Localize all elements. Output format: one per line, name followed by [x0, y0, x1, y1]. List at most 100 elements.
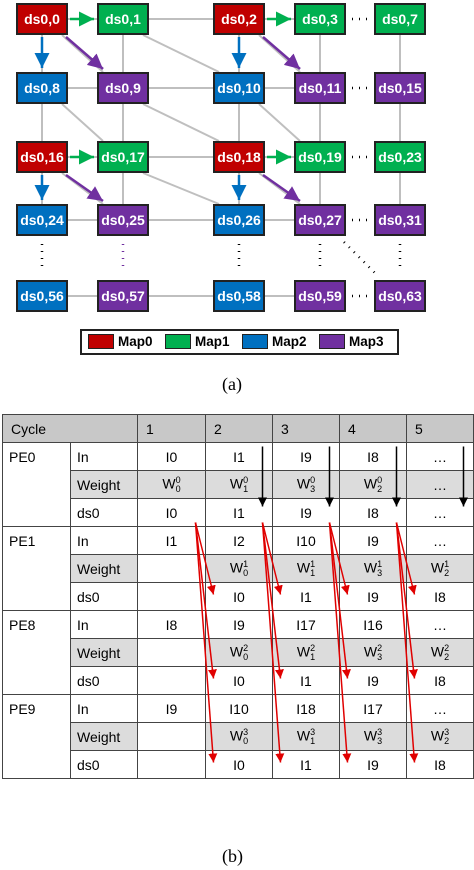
- table-cell: W13: [339, 554, 407, 583]
- table-cell: W33: [339, 722, 407, 751]
- legend-swatch-map2: [242, 334, 268, 349]
- legend-item-map1: Map1: [165, 334, 230, 349]
- weight-symbol: W23: [364, 643, 382, 662]
- weight-subscript: 1: [310, 568, 316, 579]
- weight-base: W: [162, 475, 176, 492]
- weight-base: W: [430, 643, 445, 660]
- table-row: Weight W20 W21 W23 W22: [3, 638, 474, 667]
- legend-label: Map1: [195, 334, 230, 349]
- table-cell: I10: [272, 526, 340, 555]
- table-cell: I0: [205, 666, 273, 695]
- table-cell: I8: [406, 750, 474, 779]
- table-cell: I9: [205, 610, 273, 639]
- cycle-column-header: 1: [137, 414, 206, 443]
- caption-b: (b): [222, 846, 243, 866]
- row-label: In: [70, 442, 138, 471]
- pe-node: ds0,57: [97, 280, 149, 312]
- table-cell: I17: [272, 610, 340, 639]
- table-cell: I0: [137, 498, 206, 527]
- row-label: Weight: [70, 722, 138, 751]
- row-label: ds0: [70, 666, 138, 695]
- table-cell: …: [406, 610, 474, 639]
- legend-item-map3: Map3: [319, 334, 384, 349]
- weight-superscript: 0: [243, 474, 249, 485]
- cycle-column-header: 5: [406, 414, 474, 443]
- pe-node: ds0,59: [294, 280, 346, 312]
- table-cell: I1: [205, 442, 273, 471]
- table-cell: I8: [339, 498, 407, 527]
- table-cell: I17: [339, 694, 407, 723]
- table-cell: I9: [339, 582, 407, 611]
- weight-base: W: [363, 727, 378, 744]
- table-cell: I0: [205, 750, 273, 779]
- pe-node: ds0,26: [213, 204, 265, 236]
- diagonal-ellipsis: [343, 241, 379, 277]
- table-cell: W00: [137, 470, 206, 499]
- pe-node: ds0,15: [374, 72, 426, 104]
- weight-base: W: [296, 727, 311, 744]
- pe-node: ds0,1: [97, 3, 149, 35]
- legend-item-map2: Map2: [242, 334, 307, 349]
- table-cell: [137, 554, 206, 583]
- legend-swatch-map3: [319, 334, 345, 349]
- weight-subscript: 0: [243, 568, 249, 579]
- weight-symbol: W22: [431, 643, 449, 662]
- legend-swatch-map0: [88, 334, 114, 349]
- table-row: PE0 In I0 I1 I9 I8…: [2, 442, 474, 527]
- table-cell: [137, 582, 206, 611]
- weight-subscript: 0: [175, 484, 181, 495]
- weight-subscript: 3: [377, 736, 383, 747]
- weight-symbol: W21: [297, 643, 315, 662]
- pe-node: ds0,2: [213, 3, 265, 35]
- weight-base: W: [229, 475, 244, 492]
- table-cell: I8: [406, 666, 474, 695]
- row-label: In: [70, 694, 138, 723]
- weight-subscript: 2: [444, 736, 450, 747]
- table-cell: I9: [339, 750, 407, 779]
- table-cell: W32: [406, 722, 474, 751]
- legend: Map0 Map1 Map2 Map3: [80, 329, 399, 355]
- table-row: PE8 In I8 I9 I17 I16…: [2, 610, 474, 695]
- table-cell: W22: [406, 638, 474, 667]
- table-cell: …: [406, 442, 474, 471]
- weight-base: W: [363, 559, 378, 576]
- weight-subscript: 3: [377, 652, 383, 663]
- table-cell: [137, 638, 206, 667]
- map3-arrow: [65, 36, 104, 70]
- table-cell: [137, 666, 206, 695]
- pe-node: ds0,24: [16, 204, 68, 236]
- caption-a: (a): [222, 374, 242, 394]
- pe-name: PE8: [2, 610, 71, 695]
- row-label: ds0: [70, 582, 138, 611]
- weight-subscript: 2: [444, 652, 450, 663]
- weight-symbol: W31: [297, 727, 315, 746]
- table-row: PE9 In I9 I10 I18 I17…: [2, 694, 474, 779]
- weight-base: W: [229, 559, 244, 576]
- pe-node: ds0,18: [213, 141, 265, 173]
- weight-symbol: W13: [364, 559, 382, 578]
- grid-diagonal-link: [142, 103, 220, 142]
- weight-subscript: 0: [243, 652, 249, 663]
- weight-superscript: 3: [444, 726, 450, 737]
- table-cell: I8: [339, 442, 407, 471]
- weight-base: W: [229, 643, 244, 660]
- table-cell: I1: [137, 526, 206, 555]
- grid-diagonal-link: [61, 34, 104, 73]
- weight-subscript: 3: [377, 568, 383, 579]
- map3-arrow: [262, 36, 301, 70]
- pe-node: ds0,11: [294, 72, 346, 104]
- weight-base: W: [430, 727, 445, 744]
- pe-node: ds0,17: [97, 141, 149, 173]
- table-cell: I9: [272, 498, 340, 527]
- weight-base: W: [430, 559, 445, 576]
- table-cell: I8: [406, 582, 474, 611]
- pe-node: ds0,31: [374, 204, 426, 236]
- weight-superscript: 3: [377, 726, 383, 737]
- table-cell: …: [406, 470, 474, 499]
- legend-label: Map2: [272, 334, 307, 349]
- table-cell: I9: [339, 526, 407, 555]
- row-label: Weight: [70, 554, 138, 583]
- pe-node: ds0,58: [213, 280, 265, 312]
- table-cell: W21: [272, 638, 340, 667]
- weight-subscript: 3: [310, 484, 316, 495]
